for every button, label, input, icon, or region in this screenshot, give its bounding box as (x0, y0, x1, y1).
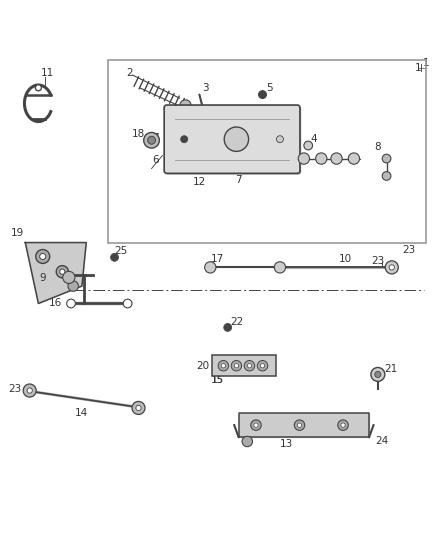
Text: 8: 8 (374, 142, 381, 152)
Text: 14: 14 (75, 408, 88, 418)
FancyBboxPatch shape (164, 105, 300, 173)
Text: 17: 17 (211, 254, 224, 264)
Circle shape (148, 136, 155, 144)
Circle shape (27, 388, 32, 393)
Circle shape (382, 154, 391, 163)
Text: 19: 19 (11, 228, 25, 238)
Circle shape (224, 324, 232, 332)
Circle shape (371, 367, 385, 382)
Circle shape (56, 265, 68, 278)
Circle shape (40, 254, 46, 260)
Circle shape (218, 360, 229, 371)
Text: 23: 23 (9, 384, 22, 394)
Circle shape (36, 249, 49, 263)
Circle shape (35, 85, 42, 91)
Circle shape (247, 364, 252, 368)
Text: 2: 2 (127, 68, 133, 78)
Circle shape (385, 261, 398, 274)
Text: 23: 23 (402, 245, 415, 255)
Circle shape (68, 281, 78, 292)
Text: 3: 3 (202, 83, 208, 93)
Text: 11: 11 (40, 68, 54, 78)
Circle shape (297, 423, 302, 427)
Text: 18: 18 (132, 129, 145, 139)
Bar (108, 60, 426, 243)
Text: 23: 23 (371, 256, 385, 266)
Circle shape (144, 133, 159, 148)
Text: 1: 1 (415, 63, 421, 74)
Circle shape (260, 364, 265, 368)
Circle shape (375, 372, 381, 377)
Circle shape (316, 153, 327, 164)
Text: 10: 10 (339, 254, 352, 264)
Text: 15: 15 (212, 376, 223, 385)
Polygon shape (239, 413, 369, 437)
Circle shape (257, 360, 268, 371)
Circle shape (348, 153, 360, 164)
Circle shape (180, 100, 191, 111)
Circle shape (181, 136, 187, 143)
Text: 21: 21 (384, 364, 398, 374)
Text: 25: 25 (114, 246, 128, 256)
Circle shape (338, 420, 348, 430)
FancyBboxPatch shape (166, 107, 301, 175)
Text: 13: 13 (280, 439, 293, 449)
Circle shape (251, 420, 261, 430)
Circle shape (242, 436, 253, 447)
Circle shape (304, 141, 313, 150)
Text: 9: 9 (39, 273, 46, 283)
Text: 15: 15 (211, 375, 224, 385)
Circle shape (67, 299, 75, 308)
Circle shape (341, 423, 345, 427)
Text: 24: 24 (375, 437, 389, 447)
Circle shape (111, 254, 118, 261)
Text: 5: 5 (266, 83, 272, 93)
Circle shape (389, 265, 394, 270)
Circle shape (60, 269, 65, 274)
Circle shape (231, 360, 242, 371)
Circle shape (244, 360, 254, 371)
Circle shape (298, 153, 310, 164)
Circle shape (224, 127, 249, 151)
Circle shape (331, 153, 342, 164)
Text: 12: 12 (193, 176, 206, 187)
Circle shape (254, 423, 258, 427)
Bar (212, 356, 276, 376)
Circle shape (382, 172, 391, 180)
Text: 7: 7 (235, 175, 242, 185)
Polygon shape (25, 243, 86, 303)
Circle shape (205, 262, 216, 273)
Circle shape (123, 299, 132, 308)
Text: 22: 22 (230, 317, 243, 327)
Circle shape (221, 364, 226, 368)
Text: 1: 1 (423, 58, 429, 68)
Circle shape (136, 405, 141, 410)
Circle shape (234, 364, 239, 368)
Text: 7: 7 (152, 133, 159, 143)
Circle shape (274, 262, 286, 273)
Circle shape (63, 271, 75, 284)
Text: 4: 4 (311, 134, 317, 144)
Circle shape (294, 420, 305, 430)
Circle shape (132, 401, 145, 415)
Circle shape (258, 91, 266, 99)
Text: 16: 16 (49, 298, 63, 309)
Circle shape (23, 384, 36, 397)
Circle shape (276, 136, 283, 143)
Text: 20: 20 (196, 361, 209, 371)
Text: 6: 6 (152, 155, 159, 165)
